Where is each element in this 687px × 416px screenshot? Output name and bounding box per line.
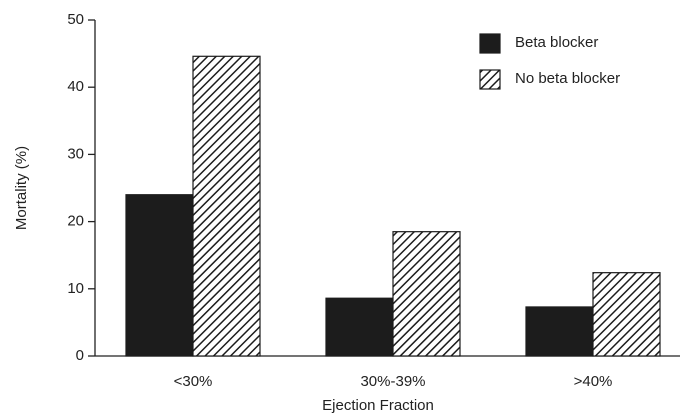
y-tick-label: 40	[67, 78, 84, 95]
bar	[592, 272, 661, 357]
bar	[192, 55, 261, 357]
y-axis-title: Mortality (%)	[13, 146, 30, 230]
legend-label: No beta blocker	[515, 70, 620, 87]
y-tick-label: 20	[67, 213, 84, 230]
legend-swatch	[479, 69, 501, 90]
x-tick-label: 30%-39%	[360, 373, 425, 390]
bar	[125, 194, 194, 357]
y-tick-label: 30	[67, 145, 84, 162]
y-tick-label: 0	[76, 347, 84, 364]
y-tick-label: 50	[67, 11, 84, 28]
bar	[392, 231, 461, 357]
bar	[325, 297, 394, 357]
y-tick-label: 10	[67, 280, 84, 297]
x-tick-label: >40%	[574, 373, 613, 390]
legend-label: Beta blocker	[515, 34, 598, 51]
bar	[525, 306, 594, 357]
x-tick-label: <30%	[174, 373, 213, 390]
x-axis-title: Ejection Fraction	[322, 397, 434, 414]
legend-swatch	[479, 33, 501, 54]
